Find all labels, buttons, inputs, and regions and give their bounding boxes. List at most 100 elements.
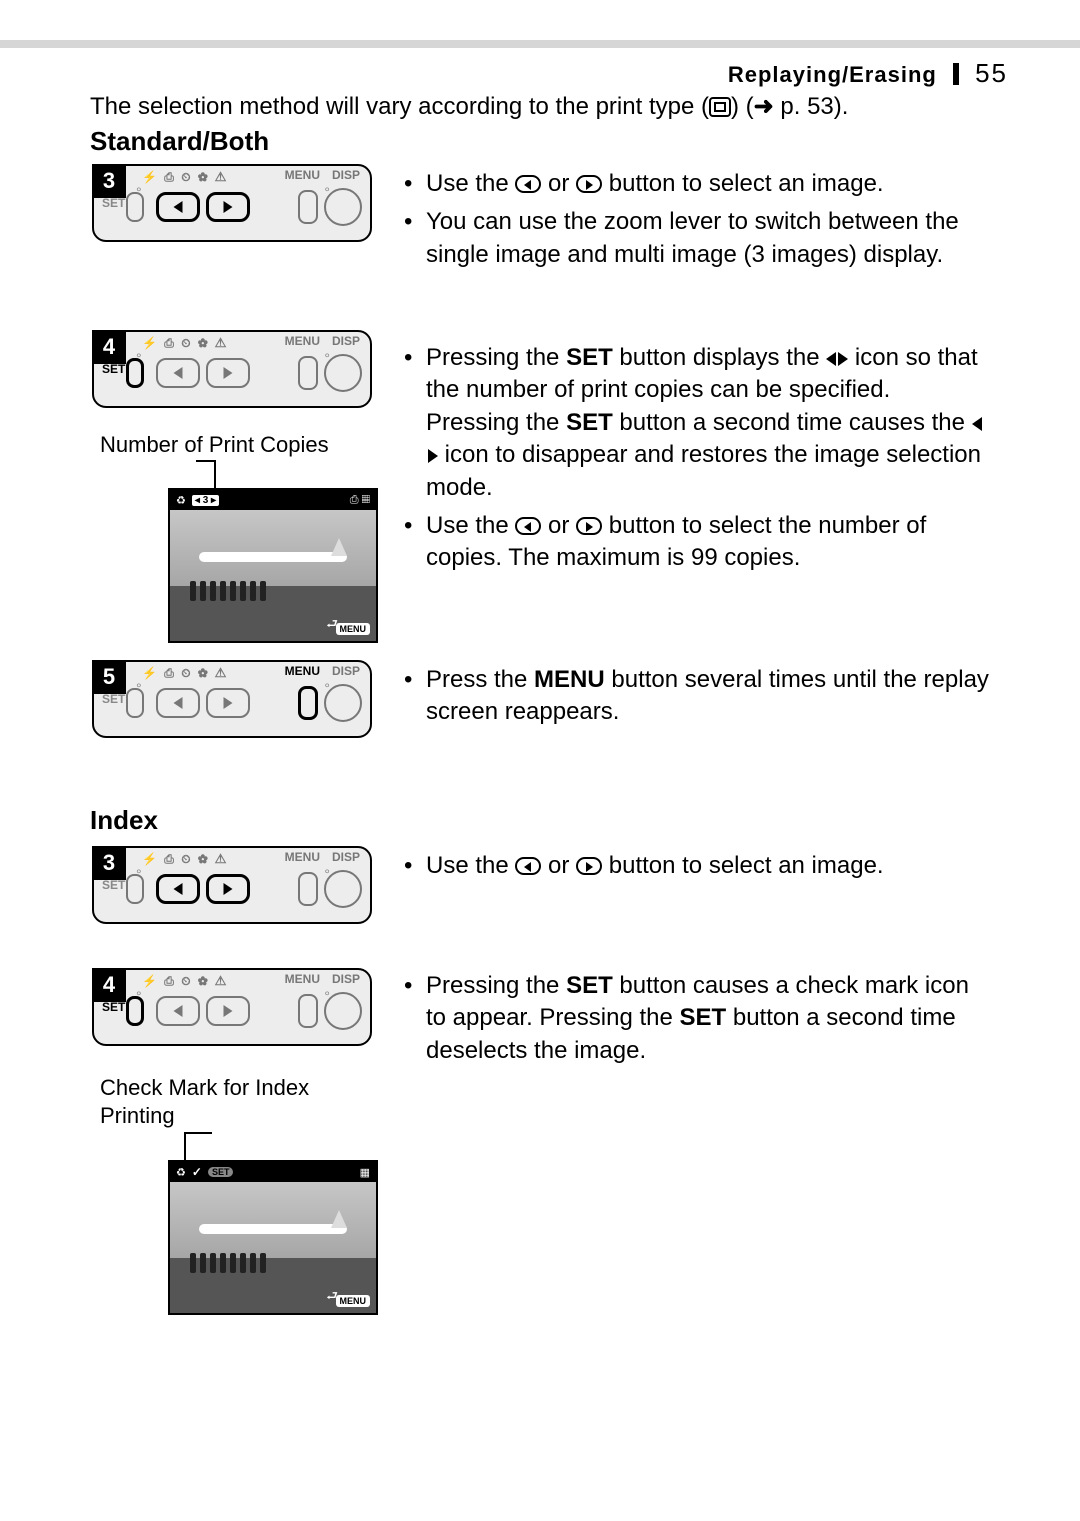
copies-count: ◂ 3 ▸ bbox=[192, 495, 219, 506]
right-button[interactable] bbox=[206, 996, 250, 1026]
pointer-line bbox=[214, 460, 216, 490]
instruction-item: Pressing the SET button causes a check m… bbox=[404, 970, 990, 1067]
menu-label: MENU bbox=[285, 972, 320, 986]
print-icon: ⎙ ▦ bbox=[350, 494, 370, 507]
step-number: 3 bbox=[92, 846, 126, 880]
disp-button[interactable] bbox=[324, 870, 362, 908]
instruction-item: You can use the zoom lever to switch bet… bbox=[404, 206, 990, 271]
right-button[interactable] bbox=[206, 358, 250, 388]
left-button[interactable] bbox=[156, 874, 200, 904]
step-index-3: 3 ⚡ ⎙ ⏲ ✿ ⚠ MENU DISP SET °° bbox=[92, 846, 372, 924]
page-number: 55 bbox=[975, 58, 1008, 88]
set-button[interactable] bbox=[126, 874, 144, 904]
disp-label: DISP bbox=[332, 334, 360, 348]
left-button-icon bbox=[515, 857, 541, 875]
control-panel: ⚡ ⎙ ⏲ ✿ ⚠ MENU DISP SET °° bbox=[92, 164, 372, 242]
menu-button[interactable] bbox=[298, 190, 318, 224]
lcd-preview-copies: ♻ ◂ 3 ▸ ⎙ ▦ MENU ⮐ bbox=[168, 488, 378, 643]
right-button[interactable] bbox=[206, 192, 250, 222]
menu-button[interactable] bbox=[298, 872, 318, 906]
section-name: Replaying/Erasing bbox=[728, 62, 937, 87]
manual-page: Replaying/Erasing 55 The selection metho… bbox=[0, 0, 1080, 1521]
set-button[interactable] bbox=[126, 996, 144, 1026]
instruction-item: Press the MENU button several times unti… bbox=[404, 664, 990, 729]
intro-post: p. 53). bbox=[774, 93, 849, 120]
menu-label: MENU bbox=[285, 850, 320, 864]
index-heading: Index bbox=[90, 805, 158, 836]
check-icon: ✓ bbox=[192, 1165, 202, 1179]
instruction-item: Use the or button to select an image. bbox=[404, 168, 990, 200]
left-button-icon bbox=[515, 517, 541, 535]
right-button[interactable] bbox=[206, 688, 250, 718]
pointer-line bbox=[184, 1132, 186, 1162]
print-type-icon bbox=[709, 97, 731, 117]
set-button[interactable] bbox=[126, 192, 144, 222]
disp-button[interactable] bbox=[324, 684, 362, 722]
print-icon: ▦ bbox=[360, 1166, 370, 1179]
menu-button[interactable] bbox=[298, 686, 318, 720]
panel-mode-icons: ⚡ ⎙ ⏲ ✿ ⚠ bbox=[142, 852, 228, 867]
step-standard-3: 3 ⚡ ⎙ ⏲ ✿ ⚠ MENU DISP SET °° bbox=[92, 164, 372, 242]
disp-button[interactable] bbox=[324, 992, 362, 1030]
right-triangle-icon bbox=[838, 352, 848, 366]
control-panel: ⚡ ⎙ ⏲ ✿ ⚠ MENU DISP SET °° bbox=[92, 660, 372, 738]
set-label: SET bbox=[102, 1000, 125, 1014]
instructions-index-3: Use the or button to select an image. bbox=[404, 850, 990, 888]
right-button-icon bbox=[576, 857, 602, 875]
header-divider bbox=[953, 63, 959, 85]
return-icon: ⮐ bbox=[326, 1287, 338, 1309]
disp-label: DISP bbox=[332, 850, 360, 864]
menu-badge: MENU bbox=[336, 623, 371, 635]
menu-button[interactable] bbox=[298, 356, 318, 390]
menu-button[interactable] bbox=[298, 994, 318, 1028]
step-index-4: 4 ⚡ ⎙ ⏲ ✿ ⚠ MENU DISP SET °° bbox=[92, 968, 372, 1046]
right-button-icon bbox=[576, 175, 602, 193]
menu-badge: MENU bbox=[336, 1295, 371, 1307]
step-number: 5 bbox=[92, 660, 126, 694]
top-grey-bar bbox=[0, 40, 1080, 48]
right-button[interactable] bbox=[206, 874, 250, 904]
recycle-icon: ♻ bbox=[176, 1166, 186, 1179]
set-label: SET bbox=[102, 362, 125, 376]
checkmark-caption: Check Mark for Index Printing bbox=[100, 1074, 340, 1129]
menu-label: MENU bbox=[285, 168, 320, 182]
left-button[interactable] bbox=[156, 688, 200, 718]
control-panel: ⚡ ⎙ ⏲ ✿ ⚠ MENU DISP SET °° bbox=[92, 330, 372, 408]
step-standard-4: 4 ⚡ ⎙ ⏲ ✿ ⚠ MENU DISP SET °° bbox=[92, 330, 372, 408]
disp-label: DISP bbox=[332, 664, 360, 678]
instructions-index-4: Pressing the SET button causes a check m… bbox=[404, 970, 990, 1073]
right-button-icon bbox=[576, 517, 602, 535]
airplane-graphic bbox=[180, 538, 366, 578]
disp-button[interactable] bbox=[324, 188, 362, 226]
lcd-preview-check: ♻ ✓ SET ▦ MENU ⮐ bbox=[168, 1160, 378, 1315]
right-triangle-icon bbox=[428, 449, 438, 463]
panel-mode-icons: ⚡ ⎙ ⏲ ✿ ⚠ bbox=[142, 974, 228, 989]
instructions-standard-3: Use the or button to select an image. Yo… bbox=[404, 168, 990, 277]
return-icon: ⮐ bbox=[326, 615, 338, 637]
left-triangle-icon bbox=[826, 352, 836, 366]
airplane-graphic bbox=[180, 1210, 366, 1250]
disp-label: DISP bbox=[332, 168, 360, 182]
people-graphic bbox=[190, 1245, 356, 1273]
set-label: SET bbox=[102, 878, 125, 892]
disp-label: DISP bbox=[332, 972, 360, 986]
left-button[interactable] bbox=[156, 192, 200, 222]
left-button[interactable] bbox=[156, 996, 200, 1026]
control-panel: ⚡ ⎙ ⏲ ✿ ⚠ MENU DISP SET °° bbox=[92, 968, 372, 1046]
set-button[interactable] bbox=[126, 688, 144, 718]
intro-text: The selection method will vary according… bbox=[90, 92, 990, 121]
recycle-icon: ♻ bbox=[176, 494, 186, 507]
step-standard-5: 5 ⚡ ⎙ ⏲ ✿ ⚠ MENU DISP SET °° bbox=[92, 660, 372, 738]
step-number: 4 bbox=[92, 968, 126, 1002]
people-graphic bbox=[190, 573, 356, 601]
instructions-standard-5: Press the MENU button several times unti… bbox=[404, 664, 990, 735]
set-button[interactable] bbox=[126, 358, 144, 388]
standard-both-heading: Standard/Both bbox=[90, 126, 269, 157]
menu-label: MENU bbox=[285, 664, 320, 678]
copies-caption: Number of Print Copies bbox=[100, 432, 360, 458]
disp-button[interactable] bbox=[324, 354, 362, 392]
control-panel: ⚡ ⎙ ⏲ ✿ ⚠ MENU DISP SET °° bbox=[92, 846, 372, 924]
left-button[interactable] bbox=[156, 358, 200, 388]
lcd-status-bar: ♻ ✓ SET ▦ bbox=[170, 1162, 376, 1182]
instruction-item: Use the or button to select an image. bbox=[404, 850, 990, 882]
